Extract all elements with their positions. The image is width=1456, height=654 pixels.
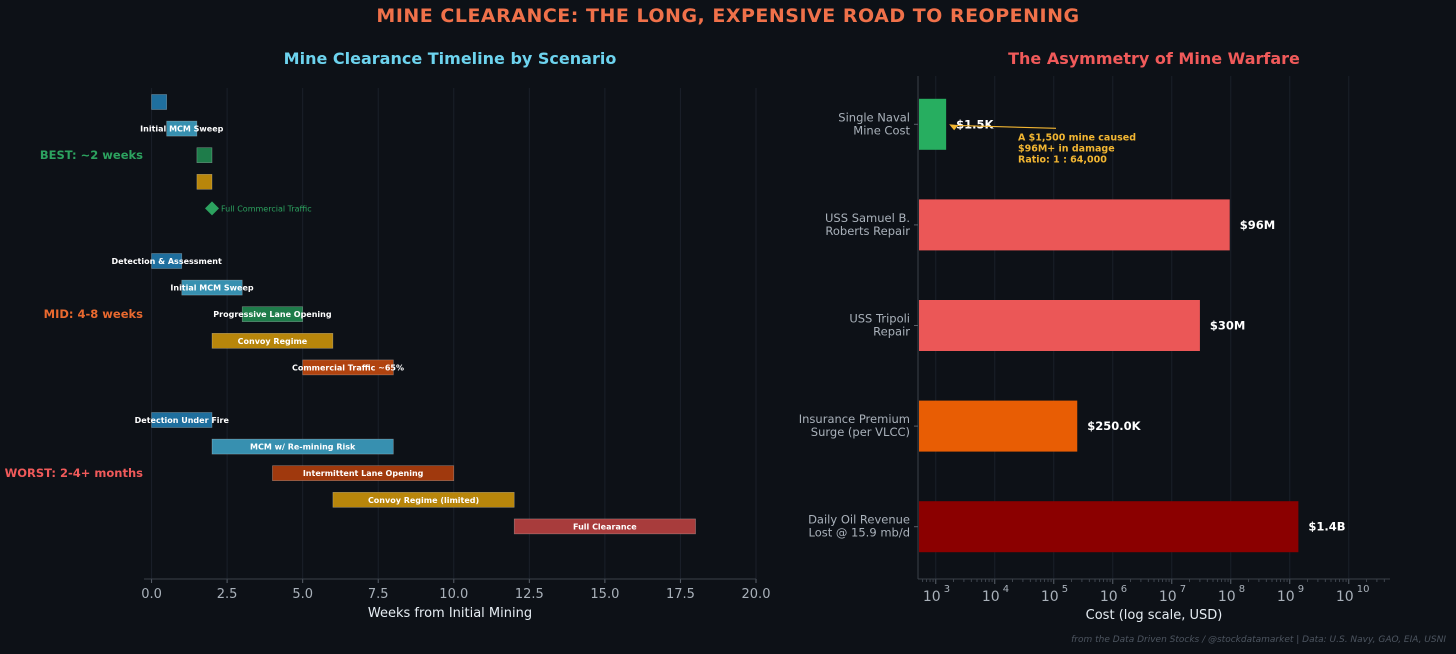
cost-value-label: $96M <box>1240 218 1275 232</box>
cost-category-label: USS Tripoli <box>849 312 910 326</box>
cost-x-tick-label: 10 <box>1218 589 1236 605</box>
cost-value-label: $1.5K <box>956 117 994 131</box>
cost-value-label: $250.0K <box>1087 419 1141 433</box>
milestone-marker <box>205 201 219 216</box>
cost-value-label: $1.4B <box>1308 520 1345 534</box>
task-label: Commercial Traffic ~65% <box>292 363 404 372</box>
gantt-x-axis-label: Weeks from Initial Mining <box>368 606 532 621</box>
scenario-label: WORST: 2-4+ months <box>5 466 144 480</box>
task-label: Full Clearance <box>573 522 637 531</box>
scenario-label: BEST: ~2 weeks <box>40 148 143 162</box>
cost-chart-title: The Asymmetry of Mine Warfare <box>1008 49 1300 68</box>
cost-x-tick-label: 10 <box>1041 589 1059 605</box>
task-label: Progressive Lane Opening <box>213 310 332 319</box>
cost-x-tick-label: 10 <box>1277 589 1295 605</box>
task-bar <box>151 253 183 269</box>
annotation-arrowhead <box>949 124 959 131</box>
cost-x-tick-label: 10 <box>923 589 941 605</box>
task-bar <box>196 147 213 163</box>
footer-credit: from the Data Driven Stocks / @stockdata… <box>1071 635 1446 645</box>
cost-category-label: Daily Oil Revenue <box>808 513 910 527</box>
cost-x-tick-exponent: 4 <box>1003 584 1009 595</box>
cost-x-tick-exponent: 3 <box>944 584 950 595</box>
task-bar <box>151 94 167 110</box>
task-bar <box>151 412 213 428</box>
cost-x-tick-exponent: 5 <box>1062 584 1068 595</box>
cost-category-label: Insurance Premium <box>799 412 910 426</box>
gantt-x-tick-label: 5.0 <box>292 587 313 602</box>
cost-category-label: Surge (per VLCC) <box>811 425 910 439</box>
gantt-x-tick-label: 20.0 <box>742 587 771 602</box>
gantt-x-tick-label: 10.0 <box>439 587 468 602</box>
milestone-label: Full Commercial Traffic <box>221 204 312 213</box>
cost-x-tick-exponent: 8 <box>1239 584 1245 595</box>
cost-bar <box>919 300 1200 351</box>
annotation-text: A $1,500 mine caused <box>1018 132 1136 143</box>
cost-category-label: Repair <box>873 325 910 339</box>
task-label: MCM w/ Re-mining Risk <box>250 443 356 452</box>
cost-bar <box>919 199 1230 251</box>
gantt-x-tick-label: 7.5 <box>368 587 389 602</box>
gantt-chart: 0.0 2.5 5.0 7.5 10.0 12.5 15.0 17.5 20.0 Weeks fr… <box>5 88 771 621</box>
task-label: Intermittent Lane Opening <box>303 469 424 478</box>
task-bar <box>166 120 198 137</box>
task-bar <box>181 279 243 296</box>
annotation-text: Ratio: 1 : 64,000 <box>1018 154 1107 165</box>
cost-x-tick-exponent: 9 <box>1298 584 1304 595</box>
task-bar <box>513 518 696 535</box>
cost-x-tick-label: 10 <box>1100 589 1118 605</box>
cost-bar <box>919 501 1299 553</box>
cost-bar <box>919 98 947 150</box>
cost-x-tick-exponent: 10 <box>1357 584 1370 595</box>
task-label: Convoy Regime (limited) <box>368 496 479 505</box>
cost-x-axis-label: Cost (log scale, USD) <box>1086 608 1223 623</box>
cost-category-label: Lost @ 15.9 mb/d <box>809 526 911 540</box>
gantt-x-tick-label: 17.5 <box>666 587 695 602</box>
cost-category-label: Single Naval <box>838 110 910 124</box>
task-bar <box>241 306 303 323</box>
cost-x-tick-label: 10 <box>982 589 1000 605</box>
annotation-text: $96M+ in damage <box>1018 143 1115 154</box>
task-label: Initial MCM Sweep <box>140 125 223 134</box>
task-label: Convoy Regime <box>238 337 308 346</box>
cost-x-tick-exponent: 6 <box>1121 584 1127 595</box>
task-bar <box>302 359 394 376</box>
gantt-x-tick-label: 15.0 <box>590 587 619 602</box>
cost-x-tick-label: 10 <box>1336 589 1354 605</box>
cost-bar <box>919 400 1078 452</box>
scenario-label: MID: 4-8 weeks <box>44 307 144 321</box>
cost-x-tick-exponent: 7 <box>1180 584 1186 595</box>
task-label: Detection & Assessment <box>112 257 222 266</box>
gantt-x-tick-label: 0.0 <box>141 587 162 602</box>
task-bar <box>332 491 515 508</box>
task-label: Detection Under Fire <box>135 416 230 425</box>
gantt-x-tick-label: 12.5 <box>515 587 544 602</box>
gantt-chart-title: Mine Clearance Timeline by Scenario <box>284 49 617 68</box>
task-bar <box>211 332 334 349</box>
cost-category-label: Roberts Repair <box>825 224 910 238</box>
gantt-x-tick-label: 2.5 <box>217 587 238 602</box>
cost-category-label: USS Samuel B. <box>825 211 910 225</box>
cost-category-label: Mine Cost <box>853 123 910 137</box>
cost-x-tick-label: 10 <box>1159 589 1177 605</box>
cost-value-label: $30M <box>1210 319 1245 333</box>
task-bar <box>196 174 213 190</box>
annotation-arrow <box>951 124 1057 129</box>
task-bar <box>211 438 394 455</box>
main-title: MINE CLEARANCE: THE LONG, EXPENSIVE ROAD… <box>376 5 1080 27</box>
task-label: Initial MCM Sweep <box>170 284 253 293</box>
task-bar <box>272 465 455 482</box>
